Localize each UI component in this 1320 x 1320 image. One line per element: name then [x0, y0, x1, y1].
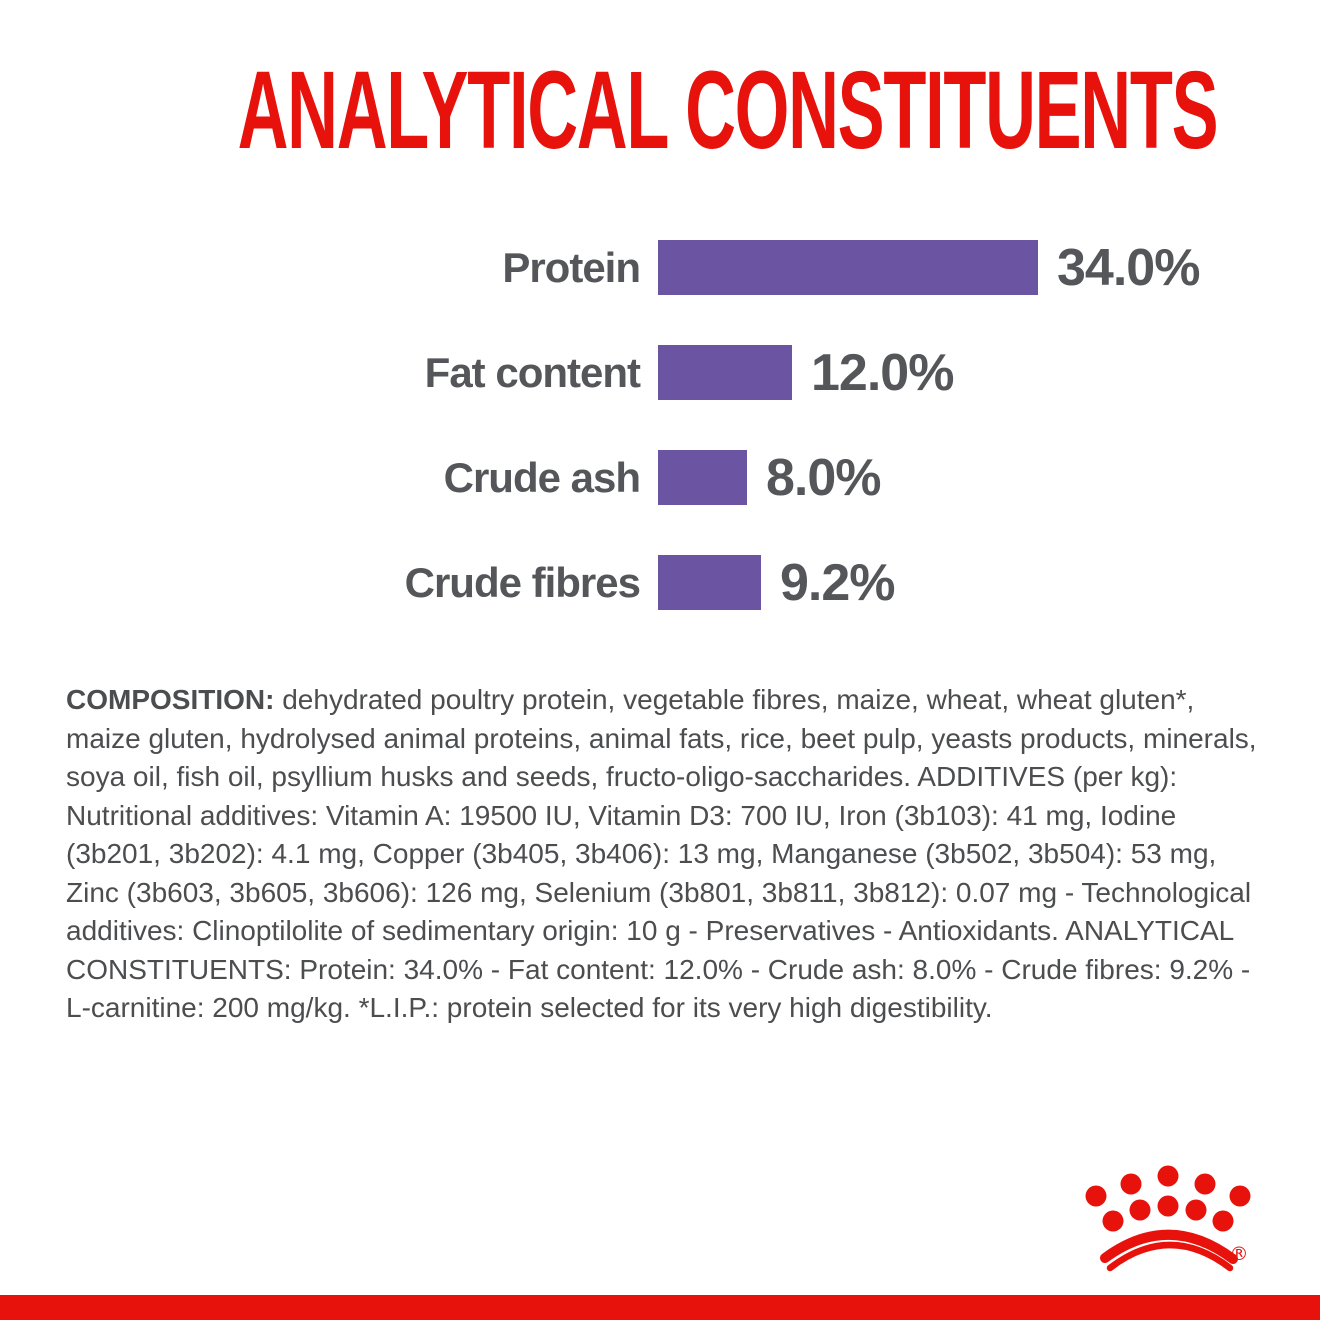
chart-row-protein: Protein 34.0%	[0, 238, 1320, 297]
page-title: ANALYTICAL CONSTITUENTS	[237, 49, 1219, 172]
bar-label-protein: Protein	[502, 243, 641, 291]
bar-value-crude-fibres: 9.2%	[780, 553, 896, 612]
royal-canin-crown-logo-icon: ®	[1085, 1165, 1251, 1272]
composition-paragraph: COMPOSITION: dehydrated poultry protein,…	[66, 681, 1262, 1028]
bar-value-crude-ash: 8.0%	[766, 448, 882, 507]
analytical-constituents-chart: Protein 34.0% Fat content 12.0% Crude as…	[0, 238, 1320, 660]
bar-label-crude-fibres: Crude fibres	[404, 558, 641, 606]
bar-value-fat-content: 12.0%	[811, 343, 954, 402]
bar-protein	[658, 240, 1038, 295]
chart-row-crude-fibres: Crude fibres 9.2%	[0, 553, 1320, 612]
composition-text: dehydrated poultry protein, vegetable fi…	[66, 684, 1257, 1023]
bottom-brand-strip	[0, 1295, 1320, 1320]
composition-label: COMPOSITION:	[66, 684, 275, 715]
chart-row-fat-content: Fat content 12.0%	[0, 343, 1320, 402]
bar-value-protein: 34.0%	[1057, 238, 1200, 297]
bar-crude-fibres	[658, 555, 761, 610]
registered-trademark-icon: ®	[1230, 1243, 1249, 1265]
chart-row-crude-ash: Crude ash 8.0%	[0, 448, 1320, 507]
bar-label-fat-content: Fat content	[424, 348, 641, 396]
bar-crude-ash	[658, 450, 747, 505]
bar-fat-content	[658, 345, 792, 400]
bar-label-crude-ash: Crude ash	[443, 453, 641, 501]
